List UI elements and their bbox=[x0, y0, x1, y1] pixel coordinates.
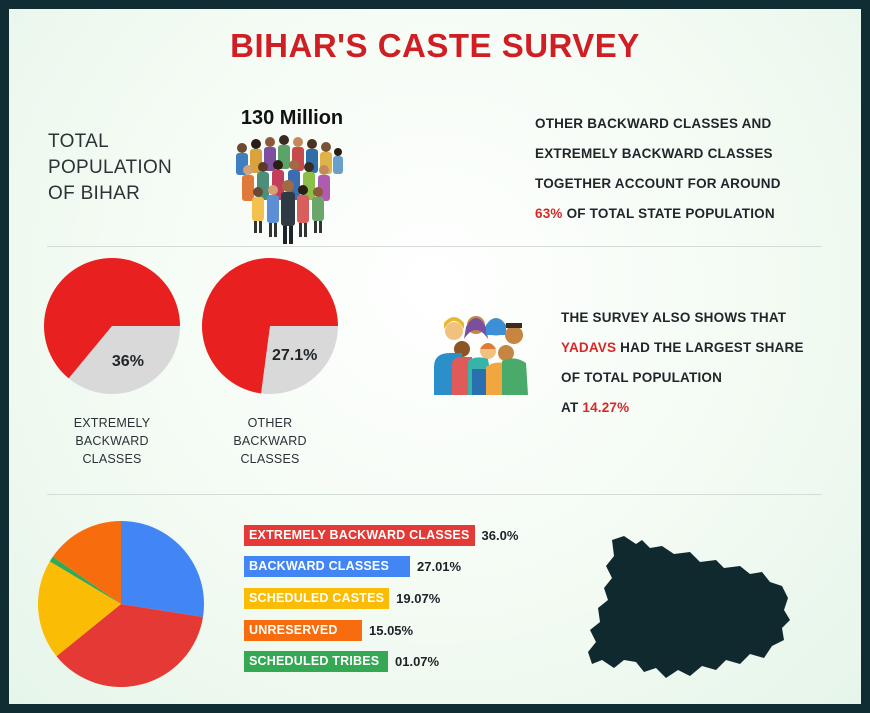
pie-caption-line: EXTREMELY bbox=[73, 416, 151, 430]
legend-value: 01.07% bbox=[395, 654, 440, 669]
legend-label: SCHEDULED TRIBES bbox=[244, 651, 388, 672]
yadav-note-prefix: AT bbox=[561, 400, 583, 415]
pie-slice-label: 27.1% bbox=[272, 347, 317, 364]
pie-slice bbox=[56, 604, 203, 687]
bihar-map-icon bbox=[588, 536, 790, 678]
yadav-note-line: AT 14.27% bbox=[561, 393, 851, 423]
obc-ebc-share-highlight: 63% bbox=[535, 206, 563, 221]
pie-slice bbox=[68, 326, 180, 394]
yadav-note-line: THE SURVEY ALSO SHOWS THAT bbox=[561, 310, 787, 325]
pie-slice bbox=[43, 258, 180, 379]
people-group-icon bbox=[434, 316, 528, 395]
total-population-label: TOTAL POPULATION OF BIHAR bbox=[48, 129, 198, 207]
page-title: BIHAR'S CASTE SURVEY bbox=[230, 27, 640, 64]
legend-label: UNRESERVED bbox=[244, 620, 362, 641]
yadav-note-line: YADAVS HAD THE LARGEST SHARE bbox=[561, 333, 851, 363]
yadav-highlight: YADAVS bbox=[561, 340, 617, 355]
population-value: 130 Million bbox=[240, 107, 344, 129]
pie-slice bbox=[121, 521, 204, 618]
legend-item: UNRESERVED 15.05% bbox=[244, 620, 413, 641]
section-divider bbox=[47, 494, 822, 495]
legend-item: SCHEDULED TRIBES 01.07% bbox=[244, 651, 439, 672]
yadav-note: THE SURVEY ALSO SHOWS THAT YADAVS HAD TH… bbox=[561, 303, 851, 423]
legend-item: EXTREMELY BACKWARD CLASSES 36.0% bbox=[244, 525, 518, 546]
obc-ebc-note-tail: OF TOTAL STATE POPULATION bbox=[562, 206, 775, 221]
ebc-share-pie: 36% bbox=[43, 258, 180, 394]
pie-slice-label: 36% bbox=[112, 353, 144, 370]
pie-caption-line: BACKWARD bbox=[233, 434, 307, 448]
pie-caption-line: CLASSES bbox=[240, 452, 300, 466]
obc-share-pie: 27.1% bbox=[202, 258, 338, 394]
legend-label: SCHEDULED CASTES bbox=[244, 588, 390, 609]
total-population-label-line: OF BIHAR bbox=[48, 183, 141, 204]
pie-slice bbox=[37, 561, 121, 657]
section-divider bbox=[47, 246, 822, 247]
obc-pie-caption: OTHER BACKWARD CLASSES bbox=[205, 414, 335, 468]
obc-ebc-note-line: TOGETHER ACCOUNT FOR AROUND bbox=[535, 176, 781, 191]
legend-label: EXTREMELY BACKWARD CLASSES bbox=[244, 525, 475, 546]
yadav-share-value: 14.27% bbox=[582, 400, 630, 415]
total-population-label-line: TOTAL bbox=[48, 131, 109, 152]
obc-ebc-note-line: OTHER BACKWARD CLASSES AND bbox=[535, 116, 772, 131]
pie-slice bbox=[261, 326, 338, 394]
pie-caption-line: BACKWARD bbox=[75, 434, 149, 448]
obc-ebc-note-line: 63% OF TOTAL STATE POPULATION bbox=[535, 199, 835, 229]
legend-item: SCHEDULED CASTES 19.07% bbox=[244, 588, 440, 609]
obc-ebc-note-line: EXTREMELY BACKWARD CLASSES bbox=[535, 146, 773, 161]
pie-slice bbox=[202, 258, 338, 394]
legend-value: 15.05% bbox=[369, 623, 414, 638]
legend-value: 27.01% bbox=[417, 559, 462, 574]
caste-distribution-pie bbox=[37, 521, 204, 687]
legend-value: 36.0% bbox=[481, 528, 519, 543]
legend-item: BACKWARD CLASSES 27.01% bbox=[244, 556, 461, 577]
yadav-note-line: OF TOTAL POPULATION bbox=[561, 370, 723, 385]
pie-slice bbox=[49, 556, 121, 604]
pie-slice bbox=[52, 521, 121, 604]
total-population-label-line: POPULATION bbox=[48, 157, 173, 178]
ebc-pie-caption: EXTREMELY BACKWARD CLASSES bbox=[47, 414, 177, 468]
legend-value: 19.07% bbox=[396, 591, 441, 606]
yadav-note-tail: HAD THE LARGEST SHARE bbox=[616, 340, 804, 355]
crowd-icon bbox=[236, 135, 343, 244]
pie-caption-line: CLASSES bbox=[82, 452, 142, 466]
pie-caption-line: OTHER bbox=[247, 416, 293, 430]
infographic-panel: BIHAR'S CASTE SURVEY TOTAL POPULATION OF… bbox=[9, 9, 861, 704]
legend-label: BACKWARD CLASSES bbox=[244, 556, 410, 577]
obc-ebc-note: OTHER BACKWARD CLASSES AND EXTREMELY BAC… bbox=[535, 109, 835, 229]
